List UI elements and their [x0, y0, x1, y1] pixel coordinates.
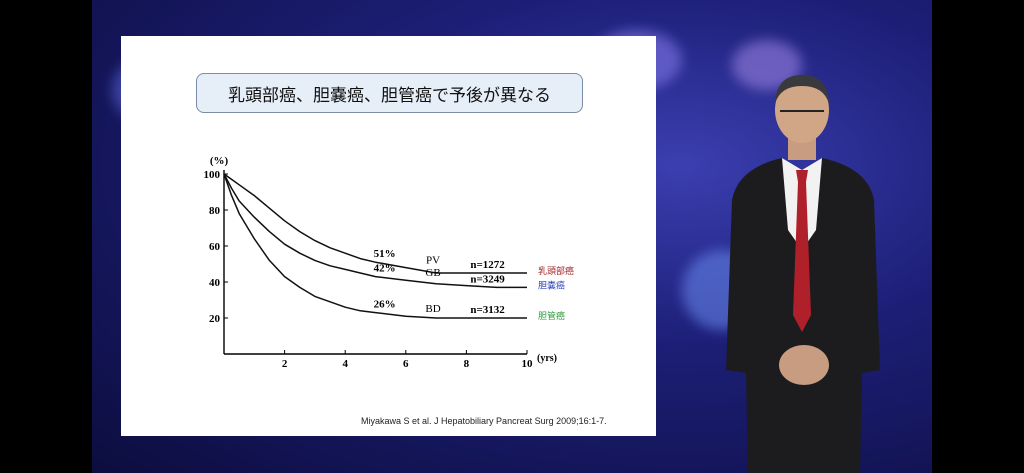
- presenter-tie: [793, 170, 811, 332]
- slide-title: 乳頭部癌、胆嚢癌、胆管癌で予後が異なる: [196, 73, 583, 113]
- y-tick-label: 40: [209, 277, 221, 289]
- presenter: [726, 75, 880, 473]
- y-axis-label: (%): [210, 155, 229, 167]
- survival-curve-bd: [223, 173, 527, 319]
- survival-curve-gb: [223, 173, 527, 289]
- y-tick-label: 60: [209, 241, 221, 253]
- y-tick-label: 100: [204, 169, 221, 181]
- presentation-slide: 乳頭部癌、胆嚢癌、胆管癌で予後が異なる (%) (yrs) 20 40 60 80 10…: [121, 36, 656, 436]
- x-tick-label: 6: [403, 358, 409, 370]
- series-abbr-label: PV: [426, 255, 440, 267]
- survival-curve-pv: [223, 173, 527, 274]
- survival-rate-label: 51%: [374, 248, 396, 260]
- presenter-hands: [779, 345, 829, 385]
- citation: Miyakawa S et al. J Hepatobiliary Pancre…: [361, 416, 607, 426]
- y-tick-label: 20: [209, 313, 221, 325]
- survival-rate-label: 26%: [374, 299, 396, 311]
- x-tick-label: 10: [522, 358, 534, 370]
- sample-size-label: n=1272: [470, 259, 505, 271]
- legend-label: 胆嚢癌: [538, 279, 565, 291]
- series-abbr-label: GB: [425, 267, 440, 279]
- legend-label: 胆管癌: [538, 310, 565, 322]
- sample-size-label: n=3249: [470, 273, 505, 285]
- survival-chart: (%) (yrs) 20 40 60 80 100 2 4 6 8 10 51% PV n=1272 乳頭…: [204, 155, 575, 370]
- x-tick-label: 4: [342, 358, 348, 370]
- survival-rate-label: 42%: [374, 263, 396, 275]
- presenter-hair: [775, 75, 829, 104]
- y-tick-label: 80: [209, 205, 221, 217]
- x-tick-label: 2: [282, 358, 288, 370]
- legend-label: 乳頭部癌: [538, 265, 574, 277]
- x-tick-label: 8: [464, 358, 470, 370]
- x-axis-label: (yrs): [537, 353, 557, 364]
- sample-size-label: n=3132: [470, 304, 505, 316]
- series-abbr-label: BD: [425, 303, 440, 315]
